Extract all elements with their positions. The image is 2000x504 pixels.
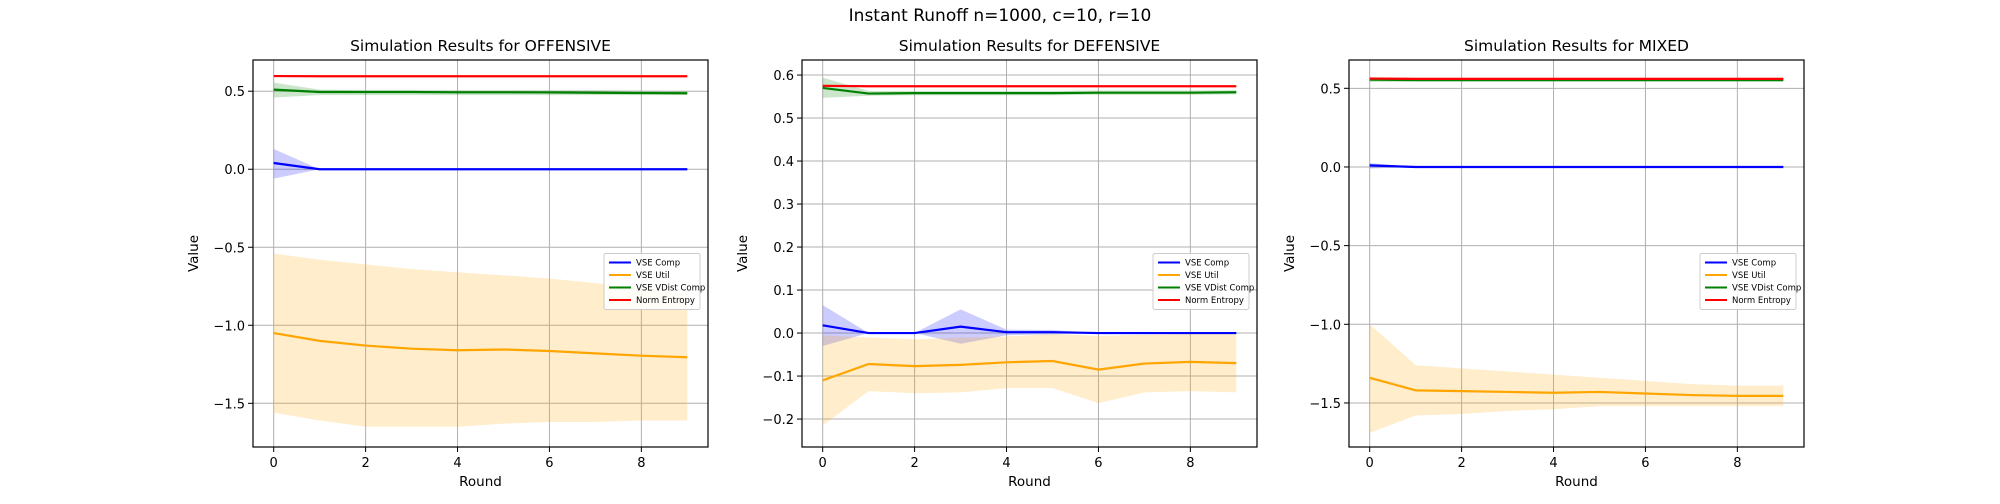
y-tick-label: 0.0 (773, 327, 794, 342)
x-tick-label: 8 (1733, 456, 1741, 471)
y-tick-label: 0.6 (773, 69, 794, 84)
x-tick-label: 0 (270, 456, 278, 471)
legend: VSE Comp VSE Util VSE VDist Comp Norm Entro… (604, 254, 705, 310)
legend-label: VSE Util (1185, 271, 1219, 281)
x-axis-label: Round (1555, 474, 1598, 490)
y-tick-label: 0.0 (224, 163, 245, 178)
legend-label: VSE Util (1732, 271, 1766, 281)
y-tick-label: 0.3 (773, 198, 794, 213)
y-tick-label: 0.5 (1320, 82, 1341, 97)
y-tick-label: 0.5 (224, 85, 245, 100)
y-tick-label: −1.0 (1309, 318, 1341, 333)
y-tick-label: −1.0 (213, 319, 245, 334)
figure-suptitle: Instant Runoff n=1000, c=10, r=10 (0, 6, 2000, 26)
series-line-vse-comp (274, 163, 688, 169)
y-tick-label: −0.1 (762, 370, 794, 385)
band-vse-comp (274, 149, 688, 179)
band-vse-util (823, 334, 1237, 426)
x-tick-label: 2 (910, 456, 918, 471)
y-tick-label: 0.1 (773, 284, 794, 299)
y-axis-label: Value (186, 235, 202, 272)
series-line-vse-comp (1370, 165, 1784, 167)
x-tick-label: 0 (819, 456, 827, 471)
y-tick-label: 0.4 (773, 155, 794, 170)
legend-label: VSE Comp (1185, 259, 1229, 269)
y-tick-label: 0.2 (773, 241, 794, 256)
x-tick-label: 4 (453, 456, 461, 471)
legend-label: VSE Comp (1732, 259, 1776, 269)
y-axis-label: Value (735, 235, 751, 272)
legend-label: VSE Util (636, 271, 670, 281)
band-vse-vdist-comp (823, 78, 1237, 98)
chart-title: Simulation Results for MIXED (1464, 37, 1689, 55)
y-tick-label: 0.0 (1320, 161, 1341, 176)
legend-label: VSE VDist Comp (1185, 284, 1254, 294)
legend-label: VSE VDist Comp (636, 284, 705, 294)
y-axis-label: Value (1282, 235, 1298, 272)
chart-panel-1: 0 2 4 6 8 −1.5 −1.0 −0.5 0.0 0.5 Simulation Result… (186, 37, 708, 490)
band-vse-vdist-comp (274, 83, 688, 98)
x-tick-label: 6 (1094, 456, 1102, 471)
legend-label: VSE Comp (636, 259, 680, 269)
x-tick-label: 4 (1549, 456, 1557, 471)
x-tick-label: 2 (1457, 456, 1465, 471)
chart-panel-2: 0 2 4 6 8 −0.2 −0.1 0.0 0.1 0.2 0.3 0.4 0.5 0.6 Simula… (735, 37, 1257, 490)
y-tick-label: −1.5 (213, 397, 245, 412)
legend-label: Norm Entropy (1732, 296, 1791, 306)
x-axis-label: Round (1008, 474, 1051, 490)
legend: VSE Comp VSE Util VSE VDist Comp Norm Entro… (1153, 254, 1254, 310)
y-tick-label: −0.2 (762, 413, 794, 428)
x-tick-label: 2 (361, 456, 369, 471)
chart-panel-3: 0 2 4 6 8 −1.5 −1.0 −0.5 0.0 0.5 Simulation Result… (1282, 37, 1804, 490)
legend: VSE Comp VSE Util VSE VDist Comp Norm Entro… (1700, 254, 1801, 310)
x-tick-label: 6 (1641, 456, 1649, 471)
legend-label: VSE VDist Comp (1732, 284, 1801, 294)
x-axis-label: Round (459, 474, 502, 490)
y-tick-label: −0.5 (213, 241, 245, 256)
legend-label: Norm Entropy (1185, 296, 1244, 306)
chart-title: Simulation Results for DEFENSIVE (899, 37, 1160, 55)
x-tick-label: 6 (545, 456, 553, 471)
y-tick-label: 0.5 (773, 112, 794, 127)
band-vse-util (1370, 324, 1784, 433)
y-tick-label: −0.5 (1309, 240, 1341, 255)
x-tick-label: 8 (1186, 456, 1194, 471)
x-tick-label: 4 (1002, 456, 1010, 471)
chart-title: Simulation Results for OFFENSIVE (350, 37, 611, 55)
y-tick-label: −1.5 (1309, 397, 1341, 412)
series-line-vse-comp (823, 325, 1237, 333)
legend-label: Norm Entropy (636, 296, 695, 306)
x-tick-label: 0 (1366, 456, 1374, 471)
x-tick-label: 8 (637, 456, 645, 471)
